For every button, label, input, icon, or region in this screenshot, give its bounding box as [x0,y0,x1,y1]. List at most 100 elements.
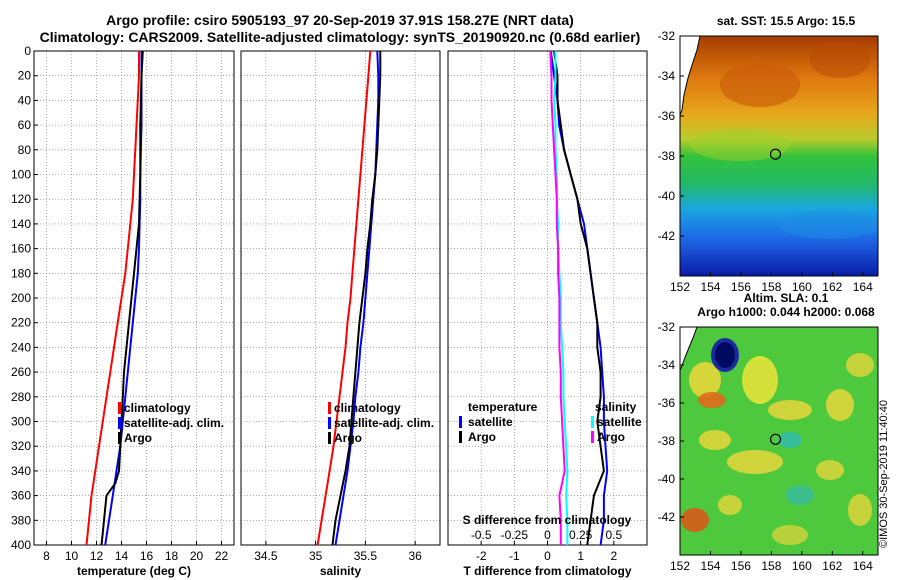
difference-x-tick-label: 2 [610,549,617,563]
sla-high [698,392,726,408]
depth-tick-label: 400 [11,538,31,552]
sst_map-lat-tick-label: -36 [658,109,676,123]
temperature-x-tick-label: 14 [115,549,129,563]
coastline [680,327,698,371]
sla-high [772,525,808,545]
sla-map-title-line1: Altim. SLA: 0.1 [743,291,829,305]
sla-high [718,495,742,515]
temperature-legend-swatch [118,402,121,414]
sst_map-lat-tick-label: -34 [658,69,676,83]
sst-map-title: sat. SST: 15.5 Argo: 15.5 [716,14,856,28]
salinity-x-tick-label: 36 [408,549,422,563]
salinity-profile-plot: 34.5 35 35.5 36 salinity climatologysatellite… [240,50,441,578]
depth-tick-label: 20 [18,69,32,83]
diff-legend-temperature-swatch [459,431,462,443]
temperature-x-tick-label: 16 [140,549,154,563]
depth-tick-label: 80 [18,143,32,157]
sla_map-lon-tick-label: 152 [670,559,690,573]
diff-legend-salinity-swatch [591,431,594,443]
sst-warm-patch [810,42,870,78]
sst_map-lon-tick-label: 152 [670,280,690,294]
depth-tick-label: 180 [11,266,31,280]
sla_map-lat-tick-label: -32 [658,320,676,334]
sla_map-lon-tick-label: 154 [700,559,720,573]
sla-low [778,432,802,448]
sla_map-lon-tick-label: 164 [853,559,873,573]
temperature-legend-label: climatology [124,401,191,415]
depth-tick-label: 380 [11,513,31,527]
sla-high [681,508,709,532]
coastline [680,36,701,116]
sst_map-lat-tick-label: -42 [658,229,676,243]
salinity-legend-label: Argo [334,431,362,445]
sla_map-lat-tick-label: -34 [658,358,676,372]
sst_map-lon-tick-label: 158 [761,280,781,294]
diff-s-tick-label: 0.5 [605,528,622,542]
difference-x-tick-label: 0 [544,549,551,563]
diff-legend-temperature-swatch [459,416,462,428]
sla-high [846,353,874,377]
sla-high [816,460,844,480]
diff-s-tick-label: 0.25 [569,528,593,542]
temperature-legend-swatch [118,432,121,444]
sla_map-lat-tick-label: -36 [658,396,676,410]
diff-legend-salinity-heading: salinity [595,400,637,414]
salinity-x-axis-label: salinity [320,564,362,578]
sst_map-lat-tick-label: -38 [658,149,676,163]
sla_map-lon-tick-label: 162 [822,559,842,573]
sla-high [826,389,854,421]
temperature-legend-label: satellite-adj. clim. [124,416,224,430]
temperature-x-tick-label: 8 [43,549,50,563]
salinity-frame [240,50,441,546]
diff-s-tick-label: -0.25 [501,528,529,542]
difference-x-tick-label: 1 [577,549,584,563]
temperature-x-tick-label: 22 [215,549,229,563]
sst_map-lat-tick-label: -32 [658,29,676,43]
difference-profile-plot: -2 -1 0 1 2T difference from climatology temp… [447,50,648,578]
sst-front [690,129,790,161]
diff-legend-temperature-label: satellite [468,415,513,429]
sst_map-lon-tick-label: 164 [853,280,873,294]
diff-legend-salinity-label: Argo [597,430,625,444]
depth-tick-label: 260 [11,365,31,379]
cold-eddy-core [715,342,735,368]
sla-high [742,356,778,404]
diff-legend-salinity-swatch [591,416,594,428]
sla-high [727,450,783,474]
sla-low [786,485,814,505]
sla-high [768,400,812,420]
sst_map-profile-marker [769,148,782,160]
salinity-legend-swatch [328,417,331,429]
temperature-legend-label: Argo [124,431,152,445]
sla_map-lon-tick-label: 156 [731,559,751,573]
sla_map-profile-marker [769,433,782,445]
sla-high [699,430,731,450]
depth-tick-label: 40 [18,93,32,107]
sst-cool-patch [780,211,878,239]
sst_map-lon-tick-label: 154 [700,280,720,294]
depth-tick-label: 340 [11,464,31,478]
depth-tick-label: 320 [11,439,31,453]
difference-series-s-satellite [553,51,569,545]
salinity-x-tick-label: 35 [309,549,323,563]
sla_map-lon-tick-label: 160 [792,559,812,573]
depth-tick-label: 160 [11,242,31,256]
temperature-x-tick-label: 20 [190,549,204,563]
temperature-x-axis-label: temperature (deg C) [77,564,191,578]
diff-legend-temperature-heading: temperature [468,400,538,414]
temperature-x-tick-label: 12 [90,549,104,563]
depth-tick-label: 200 [11,291,31,305]
diff-s-axis-label: S difference from climatology [463,513,632,527]
diff-legend-salinity-label: satellite [597,415,642,429]
sla-high [848,494,872,526]
sst_map-lon-tick-label: 160 [792,280,812,294]
salinity-x-tick-label: 35.5 [354,549,378,563]
temperature-x-tick-label: 10 [65,549,79,563]
sla_map-lon-tick-label: 158 [761,559,781,573]
sla-high [689,362,721,398]
depth-tick-label: 360 [11,489,31,503]
diff-s-tick-label: -0.5 [471,528,492,542]
salinity-legend-label: satellite-adj. clim. [334,416,434,430]
sst_map-lat-tick-label: -40 [658,189,676,203]
